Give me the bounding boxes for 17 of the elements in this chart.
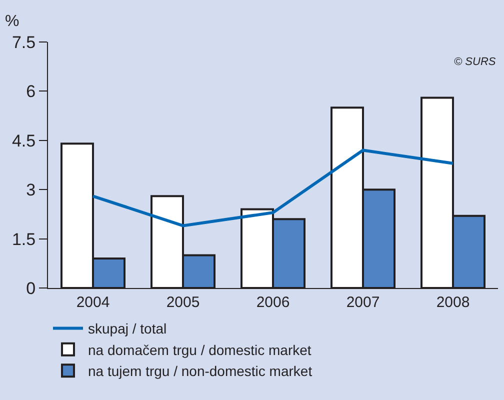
y-tick-label: 6 [26,82,36,102]
legend-label: na tujem trgu / non-domestic market [88,363,312,380]
line-series [92,148,454,228]
y-tick-label: 4.5 [12,131,36,150]
legend-label: na domačem trgu / domestic market [88,342,312,358]
x-tick-label: 2004 [76,294,110,311]
y-tick-label: 0 [26,278,36,298]
x-tick-label: 2007 [346,294,380,311]
legend-label: skupaj / total [88,320,167,337]
y-tick-label: 1.5 [12,230,36,249]
y-axis-title: % [5,13,20,30]
x-tick-label: 2006 [256,294,290,311]
annotation: © SURS [454,56,496,68]
x-tick-label: 2008 [436,294,470,311]
y-tick-label: 3 [26,180,36,200]
y-tick-label: 7.5 [12,32,36,52]
x-tick-label: 2005 [166,294,200,311]
